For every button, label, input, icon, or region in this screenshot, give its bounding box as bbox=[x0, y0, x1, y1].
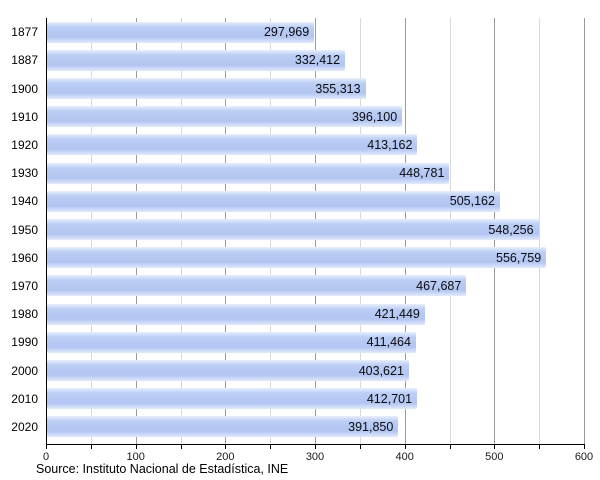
y-axis-category-label: 1920 bbox=[11, 137, 38, 152]
y-axis-category-label: 1910 bbox=[11, 109, 38, 124]
major-gridline bbox=[584, 18, 585, 444]
bar: 297,969 bbox=[47, 21, 315, 43]
bar-value-label: 355,313 bbox=[315, 81, 361, 96]
y-axis-category-label: 1940 bbox=[11, 194, 38, 209]
x-axis-tick bbox=[539, 445, 541, 449]
bar: 448,781 bbox=[47, 162, 450, 184]
bar-value-label: 412,701 bbox=[366, 391, 413, 406]
x-axis-tick bbox=[404, 445, 406, 449]
x-axis-tick bbox=[584, 445, 585, 449]
bar: 412,701 bbox=[47, 388, 418, 410]
bar-value-label: 448,781 bbox=[399, 166, 445, 181]
y-axis-category-label: 1970 bbox=[11, 278, 38, 293]
bar-value-label: 421,449 bbox=[374, 307, 420, 322]
x-axis-tick bbox=[359, 445, 361, 449]
y-axis-category-label: 1877 bbox=[11, 25, 38, 40]
y-axis-category-label: 1980 bbox=[11, 307, 38, 322]
y-axis-category-label: 2020 bbox=[11, 419, 38, 434]
y-axis-category-label: 1900 bbox=[11, 81, 38, 96]
x-axis-tick bbox=[494, 445, 496, 449]
y-axis-category-label: 1960 bbox=[11, 250, 38, 265]
plot-area: 1877 297,969 1887 332,412 1900 355,313 1910 396… bbox=[11, 18, 594, 463]
bar: 467,687 bbox=[47, 275, 467, 297]
x-axis-tick-label: 0 bbox=[42, 451, 50, 463]
x-axis-tick-label: 400 bbox=[395, 451, 414, 463]
x-axis-tick bbox=[135, 445, 137, 449]
minor-gridline bbox=[539, 18, 541, 444]
bar-value-label: 391,850 bbox=[348, 419, 394, 434]
x-axis-tick bbox=[225, 445, 227, 449]
bar: 403,621 bbox=[47, 360, 409, 381]
bar: 411,464 bbox=[47, 331, 416, 353]
bar: 355,313 bbox=[47, 78, 366, 99]
bar-value-label: 556,759 bbox=[496, 250, 542, 265]
bar-value-label: 396,100 bbox=[351, 109, 398, 124]
bar-value-label: 332,412 bbox=[294, 53, 341, 68]
x-axis-tick bbox=[449, 445, 451, 449]
y-axis-category-label: 1990 bbox=[11, 335, 38, 350]
bar-value-label: 505,162 bbox=[449, 194, 495, 209]
x-axis-tick-label: 200 bbox=[216, 451, 235, 463]
bar: 396,100 bbox=[47, 106, 403, 128]
y-axis-category-label: 1887 bbox=[11, 53, 38, 68]
bar: 332,412 bbox=[47, 49, 346, 71]
bar: 556,759 bbox=[47, 247, 547, 269]
y-axis-category-label: 1950 bbox=[11, 222, 38, 237]
x-axis-tick-label: 300 bbox=[305, 451, 325, 463]
bar-value-label: 467,687 bbox=[416, 278, 462, 293]
bar: 505,162 bbox=[47, 190, 500, 212]
x-axis-tick bbox=[270, 445, 272, 449]
bar-value-label: 413,162 bbox=[367, 137, 413, 152]
x-axis-line bbox=[46, 444, 585, 445]
bar: 391,850 bbox=[47, 416, 399, 438]
x-axis-tick-label: 600 bbox=[574, 451, 594, 463]
x-axis-tick bbox=[180, 445, 182, 449]
bar-value-label: 297,969 bbox=[263, 25, 310, 40]
bar-value-label: 403,621 bbox=[358, 363, 404, 378]
bar: 413,162 bbox=[47, 134, 418, 156]
y-axis-line bbox=[46, 18, 47, 444]
source-note: Source: Instituto Nacional de Estadístic… bbox=[36, 462, 289, 476]
y-axis-category-label: 1930 bbox=[11, 166, 38, 181]
x-axis-tick bbox=[46, 445, 47, 449]
bar: 421,449 bbox=[47, 303, 425, 325]
y-axis-category-label: 2010 bbox=[11, 391, 38, 406]
bar-value-label: 411,464 bbox=[366, 335, 411, 350]
x-axis-tick bbox=[315, 445, 316, 449]
x-axis-tick-label: 500 bbox=[485, 451, 504, 463]
bar: 548,256 bbox=[47, 219, 539, 240]
x-axis-tick-label: 100 bbox=[126, 451, 145, 463]
x-axis-tick bbox=[90, 445, 92, 449]
y-axis-category-label: 2000 bbox=[11, 363, 38, 378]
bar-value-label: 548,256 bbox=[488, 222, 534, 237]
